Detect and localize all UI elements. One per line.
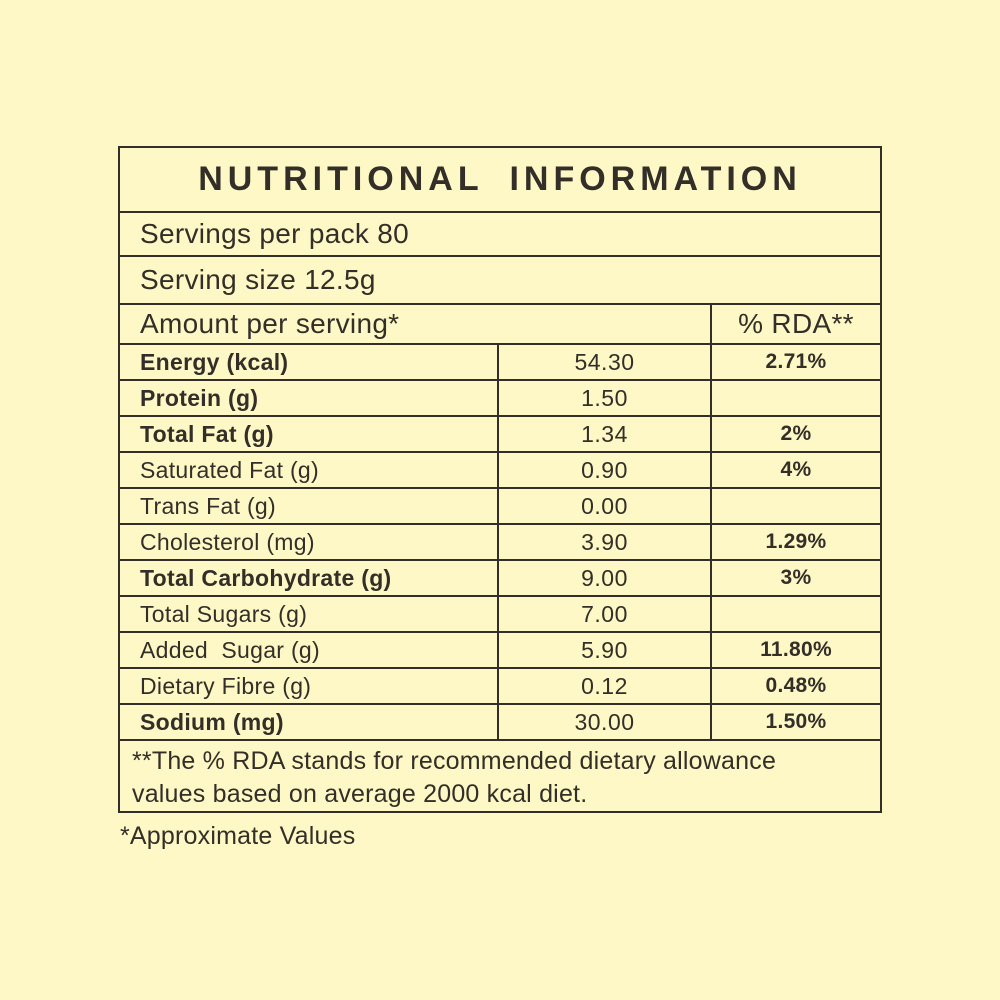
row-total-fat: Total Fat (g) 1.34 2% xyxy=(120,415,880,451)
rda-value: 0.48% xyxy=(710,669,880,703)
table-title: NUTRITIONAL INFORMATION xyxy=(198,160,802,198)
amount-value: 1.34 xyxy=(497,417,710,451)
rda-value xyxy=(710,489,880,523)
amount-value: 30.00 xyxy=(497,705,710,739)
rda-footnote-line1: **The % RDA stands for recommended dieta… xyxy=(132,747,777,775)
row-added-sugar: Added Sugar (g) 5.90 11.80% xyxy=(120,631,880,667)
serving-size: Serving size 12.5g xyxy=(120,255,880,303)
rda-value: 1.29% xyxy=(710,525,880,559)
nutrient-label: Energy (kcal) xyxy=(140,348,289,375)
amount-value: 7.00 xyxy=(497,597,710,631)
rda-value: 1.50% xyxy=(710,705,880,739)
nutrient-label: Added Sugar (g) xyxy=(140,636,320,663)
rda-value: 2.71% xyxy=(710,345,880,379)
rda-value: 11.80% xyxy=(710,633,880,667)
row-total-carbohydrate: Total Carbohydrate (g) 9.00 3% xyxy=(120,559,880,595)
amount-value: 5.90 xyxy=(497,633,710,667)
nutrient-label: Sodium (mg) xyxy=(140,708,284,735)
row-dietary-fibre: Dietary Fibre (g) 0.12 0.48% xyxy=(120,667,880,703)
nutrient-label: Saturated Fat (g) xyxy=(140,456,319,483)
column-header-row: Amount per serving* % RDA** xyxy=(120,303,880,343)
servings-per-pack: Servings per pack 80 xyxy=(120,211,880,255)
amount-per-serving-header: Amount per serving* xyxy=(140,308,400,339)
rda-footnote: **The % RDA stands for recommended dieta… xyxy=(120,739,880,811)
nutrient-label: Dietary Fibre (g) xyxy=(140,672,312,699)
amount-value: 0.90 xyxy=(497,453,710,487)
nutrient-label: Total Sugars (g) xyxy=(140,600,308,627)
amount-value: 0.00 xyxy=(497,489,710,523)
nutrition-table: NUTRITIONAL INFORMATION Servings per pac… xyxy=(118,146,882,813)
row-sodium: Sodium (mg) 30.00 1.50% xyxy=(120,703,880,739)
amount-value: 9.00 xyxy=(497,561,710,595)
row-cholesterol: Cholesterol (mg) 3.90 1.29% xyxy=(120,523,880,559)
amount-value: 0.12 xyxy=(497,669,710,703)
amount-value: 3.90 xyxy=(497,525,710,559)
amount-value: 1.50 xyxy=(497,381,710,415)
rda-value xyxy=(710,381,880,415)
row-trans-fat: Trans Fat (g) 0.00 xyxy=(120,487,880,523)
amount-value: 54.30 xyxy=(497,345,710,379)
nutrient-label: Total Carbohydrate (g) xyxy=(140,564,392,591)
row-total-sugars: Total Sugars (g) 7.00 xyxy=(120,595,880,631)
row-energy: Energy (kcal) 54.30 2.71% xyxy=(120,343,880,379)
rda-header: % RDA** xyxy=(710,305,880,343)
rda-value: 3% xyxy=(710,561,880,595)
rda-value: 4% xyxy=(710,453,880,487)
nutrient-label: Cholesterol (mg) xyxy=(140,528,315,555)
nutrient-label: Total Fat (g) xyxy=(140,420,274,447)
row-saturated-fat: Saturated Fat (g) 0.90 4% xyxy=(120,451,880,487)
rda-footnote-line2: values based on average 2000 kcal diet. xyxy=(132,780,588,808)
rda-value: 2% xyxy=(710,417,880,451)
row-protein: Protein (g) 1.50 xyxy=(120,379,880,415)
nutrient-label: Trans Fat (g) xyxy=(140,492,276,519)
approximate-values-note: *Approximate Values xyxy=(120,822,356,850)
nutrient-label: Protein (g) xyxy=(140,384,259,411)
rda-value xyxy=(710,597,880,631)
